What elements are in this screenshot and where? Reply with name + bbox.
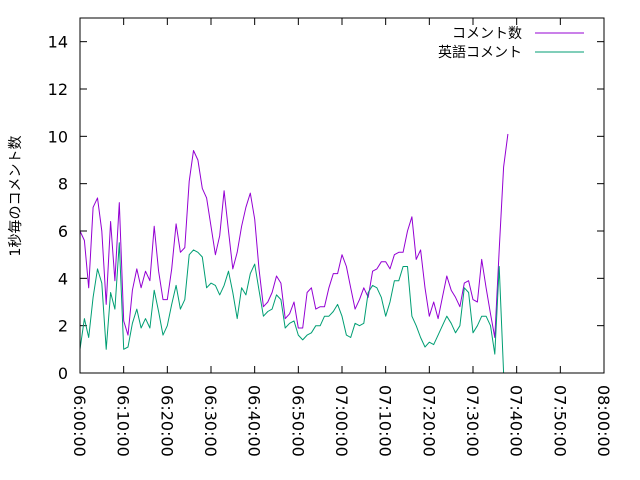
y-tick-label: 2 (58, 317, 68, 336)
x-tick-label: 06:30:00 (201, 385, 220, 457)
plot-frame (79, 17, 605, 374)
y-tick-label: 8 (58, 175, 68, 194)
x-tick-label: 06:00:00 (70, 385, 89, 457)
x-tick-label: 08:00:00 (594, 385, 613, 457)
series-line-english-comments (79, 242, 505, 374)
x-tick-label: 06:50:00 (288, 385, 307, 457)
x-tick-label: 06:20:00 (157, 385, 176, 457)
tick-labels: 0 2 4 6 8 10 12 14 06:00:00 06:10:00 06:20:00 06:30… (48, 33, 613, 457)
y-tick-label: 0 (58, 364, 68, 383)
y-tick-label: 12 (48, 80, 68, 99)
y-tick-label: 4 (58, 269, 68, 288)
y-tick-label: 6 (58, 222, 68, 241)
x-tick-label: 07:50:00 (550, 385, 569, 457)
y-tick-label: 10 (48, 127, 68, 146)
legend-label-english-comments: 英語コメント (438, 44, 522, 61)
x-tick-label: 07:10:00 (376, 385, 395, 457)
legend-label-comment-count: コメント数 (452, 26, 522, 42)
x-tick-label: 07:20:00 (419, 385, 438, 457)
x-tick-label: 07:00:00 (332, 385, 351, 457)
series-lines (79, 133, 509, 374)
axis-ticks (79, 18, 605, 374)
series-line-comment-count (79, 133, 509, 338)
x-tick-label: 06:10:00 (114, 385, 133, 457)
x-tick-label: 06:40:00 (245, 385, 264, 457)
y-axis-title: 1秒毎のコメント数 (8, 136, 24, 257)
y-tick-label: 14 (48, 33, 68, 52)
x-tick-label: 07:30:00 (463, 385, 482, 457)
x-tick-label: 07:40:00 (507, 385, 526, 457)
legend: コメント数 英語コメント (438, 26, 584, 61)
